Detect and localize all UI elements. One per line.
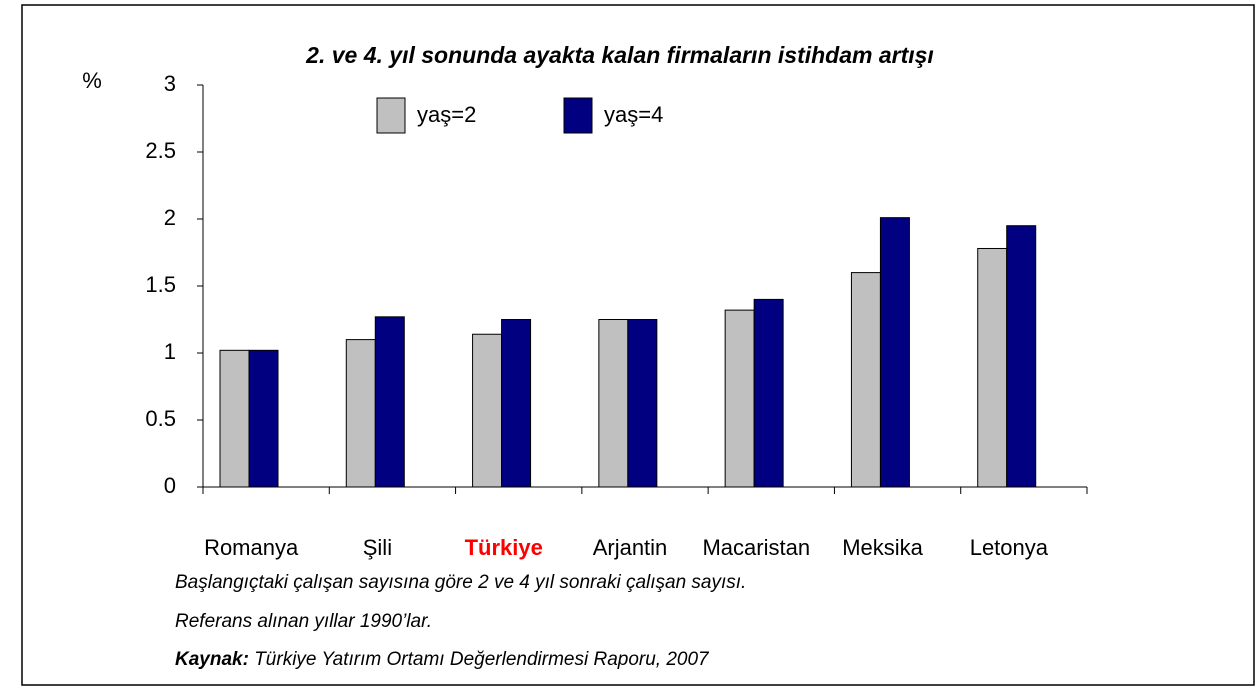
bar xyxy=(1006,225,1037,488)
x-tick-label: Meksika xyxy=(842,535,923,560)
note: Referans alınan yıllar 1990’lar. xyxy=(175,611,432,632)
y-tick-label: 3 xyxy=(164,71,176,96)
legend-label: yaş=2 xyxy=(417,102,476,127)
legend-label: yaş=4 xyxy=(604,102,663,127)
bar xyxy=(501,319,532,488)
bar xyxy=(753,298,784,488)
bar xyxy=(598,319,629,488)
y-tick-label: 0 xyxy=(164,473,176,498)
y-tick-label: 2.5 xyxy=(145,138,176,163)
source: Kaynak: Türkiye Yatırım Ortamı Değerlend… xyxy=(175,649,710,670)
x-tick-label: Şili xyxy=(363,535,392,560)
bar xyxy=(724,309,755,488)
bar xyxy=(627,319,658,488)
x-tick-label: Macaristan xyxy=(702,535,810,560)
y-tick-label: 2 xyxy=(164,205,176,230)
x-tick-label: Letonya xyxy=(970,535,1049,560)
x-tick-label: Romanya xyxy=(204,535,299,560)
chart-title: 2. ve 4. yıl sonunda ayakta kalan firmal… xyxy=(305,42,934,68)
x-tick-label: Arjantin xyxy=(593,535,668,560)
source-label: Kaynak: xyxy=(175,649,249,670)
y-tick-label: 0.5 xyxy=(145,406,176,431)
bar xyxy=(345,339,376,488)
legend-swatch xyxy=(376,97,406,134)
bar xyxy=(472,333,503,488)
x-tick-label: Türkiye xyxy=(465,535,543,560)
bar xyxy=(219,349,250,488)
bar xyxy=(850,272,881,488)
source-text: Türkiye Yatırım Ortamı Değerlendirmesi R… xyxy=(249,649,710,670)
bar xyxy=(977,247,1008,488)
note: Başlangıçtaki çalışan sayısına göre 2 ve… xyxy=(175,572,746,593)
y-tick-label: 1.5 xyxy=(145,272,176,297)
y-tick-label: 1 xyxy=(164,339,176,364)
y-axis-label: % xyxy=(82,68,102,93)
bar xyxy=(879,217,910,488)
bar xyxy=(248,349,279,488)
bar xyxy=(374,316,405,488)
frame xyxy=(21,4,1255,686)
legend-swatch xyxy=(563,97,593,134)
